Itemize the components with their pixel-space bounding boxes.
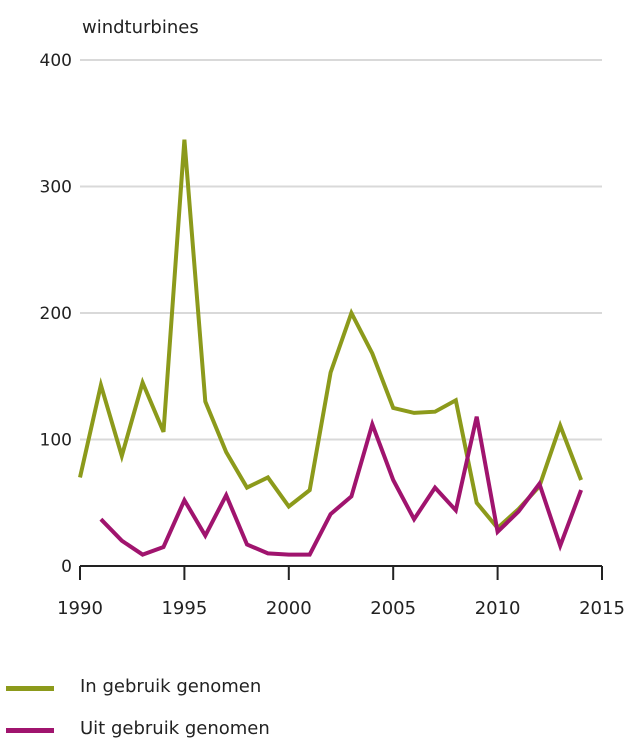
y-tick-label-300: 300 [40,178,72,198]
x-tick-label-1995: 1995 [161,598,207,619]
x-tick-label-2010: 2010 [475,598,521,619]
legend-item-uit-gebruik: Uit gebruik genomen [0,714,629,756]
x-tick-label-2015: 2015 [579,598,625,619]
x-tick-label-2005: 2005 [370,598,416,619]
x-tick-label-2000: 2000 [266,598,312,619]
y-tick-label-200: 200 [40,304,72,324]
y-axis-label: windturbines [82,17,199,38]
legend-swatch-uit-gebruik [6,728,54,733]
y-ticks: 0 100 200 300 400 [40,51,72,577]
legend-item-in-gebruik: In gebruik genomen [0,672,629,714]
legend-label-uit-gebruik: Uit gebruik genomen [80,718,270,739]
series-line-in-gebruik [78,139,583,531]
y-tick-label-100: 100 [40,431,72,451]
series-lines [78,139,583,557]
x-ticks: 1990 1995 2000 2005 2010 2015 [57,566,625,619]
x-tick-label-1990: 1990 [57,598,103,619]
line-chart: windturbines 0 100 200 300 400 1990 1995 2000 2… [40,17,625,619]
y-tick-label-0: 0 [61,557,72,577]
y-tick-label-400: 400 [40,51,72,71]
legend-swatch-in-gebruik [6,686,54,691]
gridlines [80,59,602,441]
series-line-uit-gebruik [99,416,583,557]
legend-label-in-gebruik: In gebruik genomen [80,676,262,697]
legend: In gebruik genomen Uit gebruik genomen [0,672,629,756]
